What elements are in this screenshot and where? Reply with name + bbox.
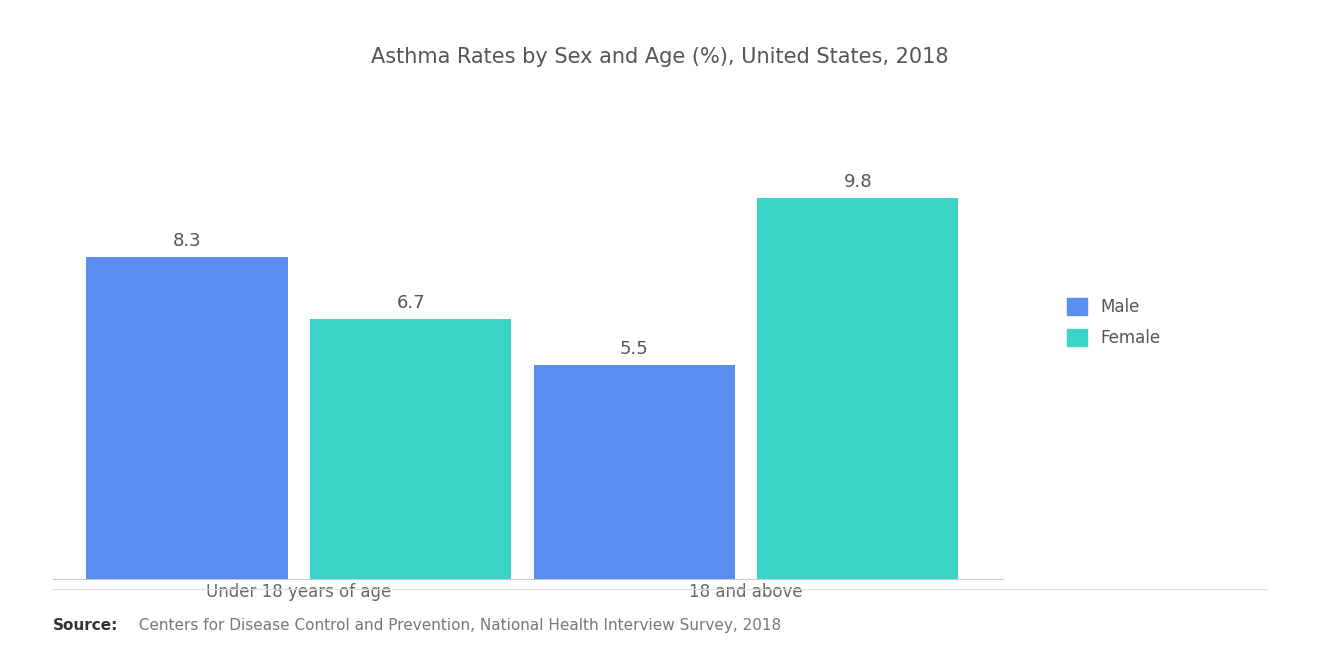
Text: 5.5: 5.5 [620,340,648,358]
Text: 6.7: 6.7 [396,294,425,312]
Text: Asthma Rates by Sex and Age (%), United States, 2018: Asthma Rates by Sex and Age (%), United … [371,47,949,66]
Text: 9.8: 9.8 [843,174,873,192]
Text: 8.3: 8.3 [173,231,201,249]
Text: Centers for Disease Control and Prevention, National Health Interview Survey, 20: Centers for Disease Control and Preventi… [129,618,781,632]
Bar [758,198,958,579]
Bar [86,257,288,579]
Bar [310,319,511,579]
Bar [533,365,735,579]
Legend: Male, Female: Male, Female [1059,289,1170,356]
Text: Source:: Source: [53,618,119,632]
